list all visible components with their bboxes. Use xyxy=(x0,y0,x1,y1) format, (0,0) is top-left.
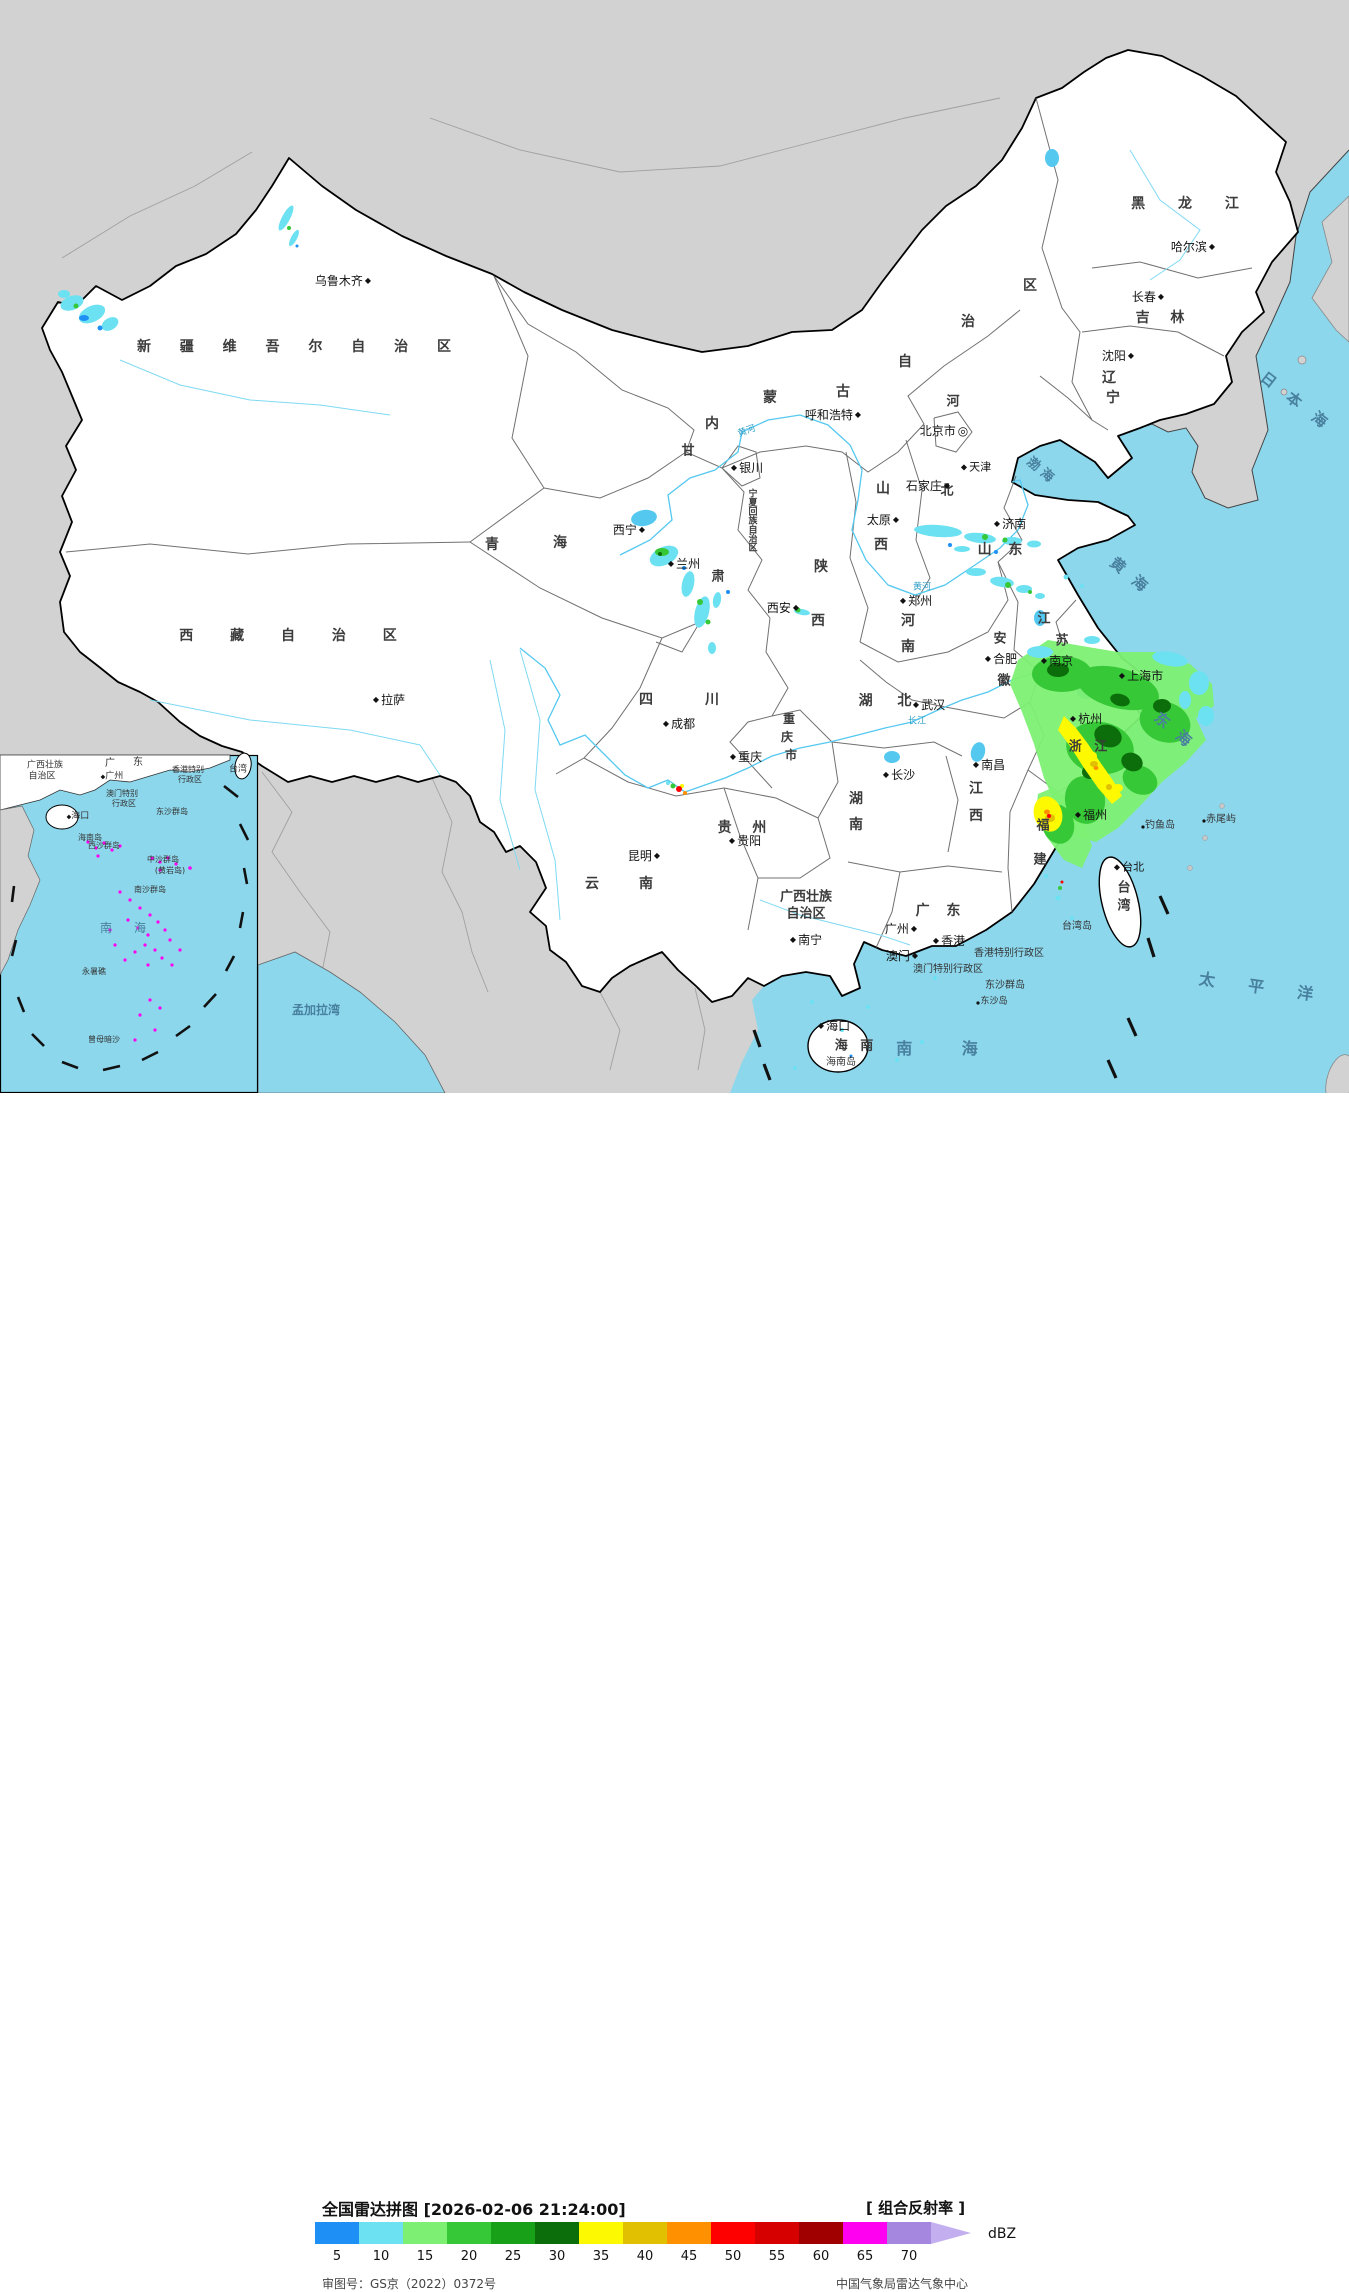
map-title: 全国雷达拼图 [2026-02-06 21:24:00] xyxy=(322,2196,626,2220)
legend-swatch-25 xyxy=(491,2222,535,2244)
legend-swatch-5 xyxy=(315,2222,359,2244)
legend-value: 45 xyxy=(667,2249,711,2264)
radar-map: 黑 龙 江吉 林辽宁河北山西山 东河南内蒙古自治区新 疆 维 吾 尔 自 治 区… xyxy=(0,0,1349,1093)
legend-value: 20 xyxy=(447,2249,491,2264)
legend-value: 40 xyxy=(623,2249,667,2264)
radar-mosaic-page: { "legend": { "title": "全国雷达拼图 [2026-02-… xyxy=(0,0,1349,1208)
legend-value: 30 xyxy=(535,2249,579,2264)
color-scale-bar xyxy=(315,2222,931,2244)
scale-unit: dBZ xyxy=(988,2226,1016,2242)
legend-value: 60 xyxy=(799,2249,843,2264)
legend-swatch-40 xyxy=(623,2222,667,2244)
legend-value: 10 xyxy=(359,2249,403,2264)
map-graphics xyxy=(0,0,1349,1093)
legend-swatch-70 xyxy=(887,2222,931,2244)
hainan-island xyxy=(808,1020,868,1072)
legend-swatch-60 xyxy=(799,2222,843,2244)
product-name: [ 组合反射率 ] xyxy=(866,2197,965,2218)
legend-swatch-45 xyxy=(667,2222,711,2244)
scale-arrow-icon xyxy=(931,2222,971,2244)
legend-swatch-65 xyxy=(843,2222,887,2244)
legend-value: 15 xyxy=(403,2249,447,2264)
issuing-agency: 中国气象局雷达气象中心 xyxy=(836,2275,968,2292)
legend-value: 5 xyxy=(315,2249,359,2264)
legend-value: 35 xyxy=(579,2249,623,2264)
legend-swatch-50 xyxy=(711,2222,755,2244)
legend-swatch-30 xyxy=(535,2222,579,2244)
legend-value: 25 xyxy=(491,2249,535,2264)
legend-value: 70 xyxy=(887,2249,931,2264)
legend-swatch-55 xyxy=(755,2222,799,2244)
legend-swatch-15 xyxy=(403,2222,447,2244)
legend-value: 65 xyxy=(843,2249,887,2264)
legend-swatch-10 xyxy=(359,2222,403,2244)
legend-panel: 全国雷达拼图 [2026-02-06 21:24:00] [ 组合反射率 ] d… xyxy=(0,1093,1349,1208)
legend-value: 50 xyxy=(711,2249,755,2264)
legend-value: 55 xyxy=(755,2249,799,2264)
map-approval-number: 审图号：GS京（2022）0372号 xyxy=(322,2275,496,2292)
inset-map xyxy=(0,752,258,1093)
legend-swatch-35 xyxy=(579,2222,623,2244)
legend-swatch-20 xyxy=(447,2222,491,2244)
